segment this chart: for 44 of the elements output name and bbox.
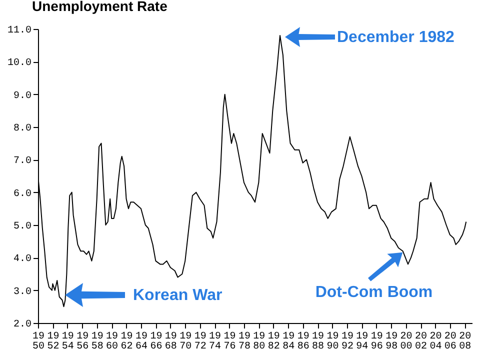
y-tick-label: 6.0: [13, 188, 32, 200]
x-tick-label: 19 66: [150, 332, 162, 350]
y-tick-label: 5.0: [13, 222, 32, 232]
x-tick-label: 19 90: [326, 332, 339, 350]
x-tick-label: 19 72: [194, 332, 206, 350]
x-tick-label: 19 82: [268, 332, 280, 350]
y-tick-label: 2.0: [13, 320, 32, 330]
x-tick-label: 19 98: [386, 332, 398, 350]
x-tick-label: 19 96: [370, 332, 383, 350]
x-tick-label: 20 04: [430, 332, 442, 350]
x-tick-label: 19 70: [180, 332, 192, 350]
x-tick-label: 19 76: [224, 332, 236, 350]
y-tick-label: 10.0: [7, 58, 32, 70]
annotation: Korean War: [133, 287, 222, 304]
y-tick-label: 8.0: [13, 124, 32, 134]
chart-title: Unemployment Rate: [32, 0, 168, 14]
x-tick-label: 19 54: [62, 332, 74, 350]
x-tick-label: 19 92: [341, 332, 354, 350]
y-tick-label: 3.0: [13, 286, 32, 298]
x-tick-label: 19 68: [164, 332, 177, 350]
x-tick-label: 20 08: [459, 332, 472, 350]
x-tick-label: 19 56: [76, 332, 89, 350]
x-tick-label: 19 94: [356, 332, 368, 350]
annotation: December 1982: [337, 29, 455, 46]
x-tick-label: 19 78: [238, 332, 250, 350]
x-tick-label: 19 58: [91, 332, 104, 350]
x-tick-label: 20 00: [400, 332, 412, 350]
x-tick-label: 19 52: [47, 332, 60, 350]
x-tick-label: 19 80: [253, 332, 266, 350]
x-tick-label: 19 50: [32, 332, 45, 350]
x-tick-label: 19 64: [135, 332, 148, 350]
x-tick-label: 20 06: [444, 332, 456, 350]
x-tick-label: 19 84: [282, 332, 295, 350]
x-tick-label: 19 88: [312, 332, 324, 350]
x-tick-label: 19 60: [106, 332, 118, 350]
x-tick-label: 19 62: [120, 332, 133, 350]
x-tick-label: 19 86: [297, 332, 310, 350]
x-tick-label: 19 74: [209, 332, 222, 350]
x-tick-label: 20 02: [415, 332, 428, 350]
y-tick-label: 7.0: [13, 156, 32, 168]
y-tick-label: 11.0: [7, 26, 32, 36]
annotation: Dot-Com Boom: [315, 284, 433, 301]
y-tick-label: 9.0: [13, 90, 32, 102]
y-tick-label: 4.0: [13, 254, 32, 266]
